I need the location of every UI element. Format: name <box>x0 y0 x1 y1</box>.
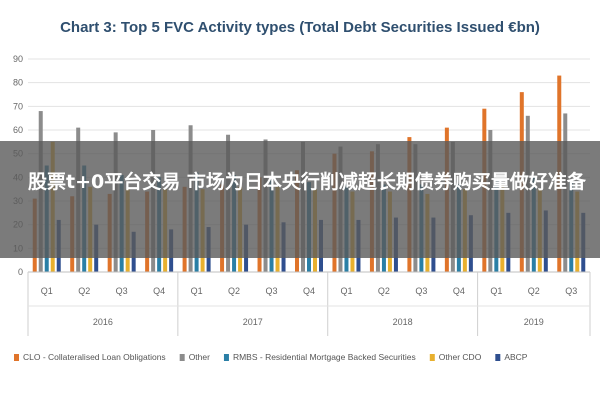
x-tick-label: Q4 <box>453 286 465 296</box>
overlay-banner: 股票t+0平台交易 市场为日本央行削减超长期债券购买量做好准备 <box>0 141 600 258</box>
x-tick-label: Q2 <box>228 286 240 296</box>
legend-label: Other CDO <box>439 352 482 362</box>
legend-label: RMBS - Residential Mortgage Backed Secur… <box>233 352 416 362</box>
x-group-label: 2016 <box>93 317 113 327</box>
x-tick-label: Q1 <box>191 286 203 296</box>
legend-swatch <box>179 354 185 361</box>
legend-swatch <box>429 354 435 361</box>
legend-label: CLO - Collateralised Loan Obligations <box>23 352 166 362</box>
chart-title: Chart 3: Top 5 FVC Activity types (Total… <box>60 19 540 36</box>
x-axis-tick-labels: Q1 Q2 Q3 Q4 Q1 Q2 Q3 Q4 Q1 Q2 Q3 Q4 Q1 Q2 Q3 <box>41 286 578 296</box>
x-group-label: 2018 <box>393 317 413 327</box>
legend: CLO - Collateralised Loan Obligations Oth… <box>14 352 528 362</box>
x-group-label: 2019 <box>524 317 544 327</box>
legend-swatch <box>223 354 229 361</box>
legend-label: ABCP <box>504 352 527 362</box>
x-tick-label: Q1 <box>340 286 352 296</box>
x-tick-label: Q3 <box>415 286 427 296</box>
x-tick-label: Q3 <box>565 286 577 296</box>
x-tick-label: Q3 <box>116 286 128 296</box>
y-tick-label: 80 <box>13 78 23 88</box>
legend-swatch <box>495 354 501 361</box>
x-axis-group-labels: 2016 2017 2018 2019 <box>27 272 591 336</box>
x-tick-label: Q2 <box>528 286 540 296</box>
y-tick-label: 0 <box>18 267 23 277</box>
x-tick-label: Q4 <box>303 286 315 296</box>
y-tick-label: 60 <box>13 125 23 135</box>
x-group-label: 2017 <box>243 317 263 327</box>
x-tick-label: Q2 <box>378 286 390 296</box>
legend-swatch <box>14 354 19 361</box>
x-tick-label: Q1 <box>490 286 502 296</box>
y-tick-label: 90 <box>13 54 23 64</box>
y-tick-label: 70 <box>13 101 23 111</box>
x-tick-label: Q3 <box>266 286 278 296</box>
overlay-headline: 股票t+0平台交易 市场为日本央行削减超长期债券购买量做好准备 <box>28 171 586 193</box>
x-tick-label: Q2 <box>78 286 90 296</box>
legend-label: Other <box>189 352 210 362</box>
x-tick-label: Q1 <box>41 286 53 296</box>
x-tick-label: Q4 <box>153 286 165 296</box>
